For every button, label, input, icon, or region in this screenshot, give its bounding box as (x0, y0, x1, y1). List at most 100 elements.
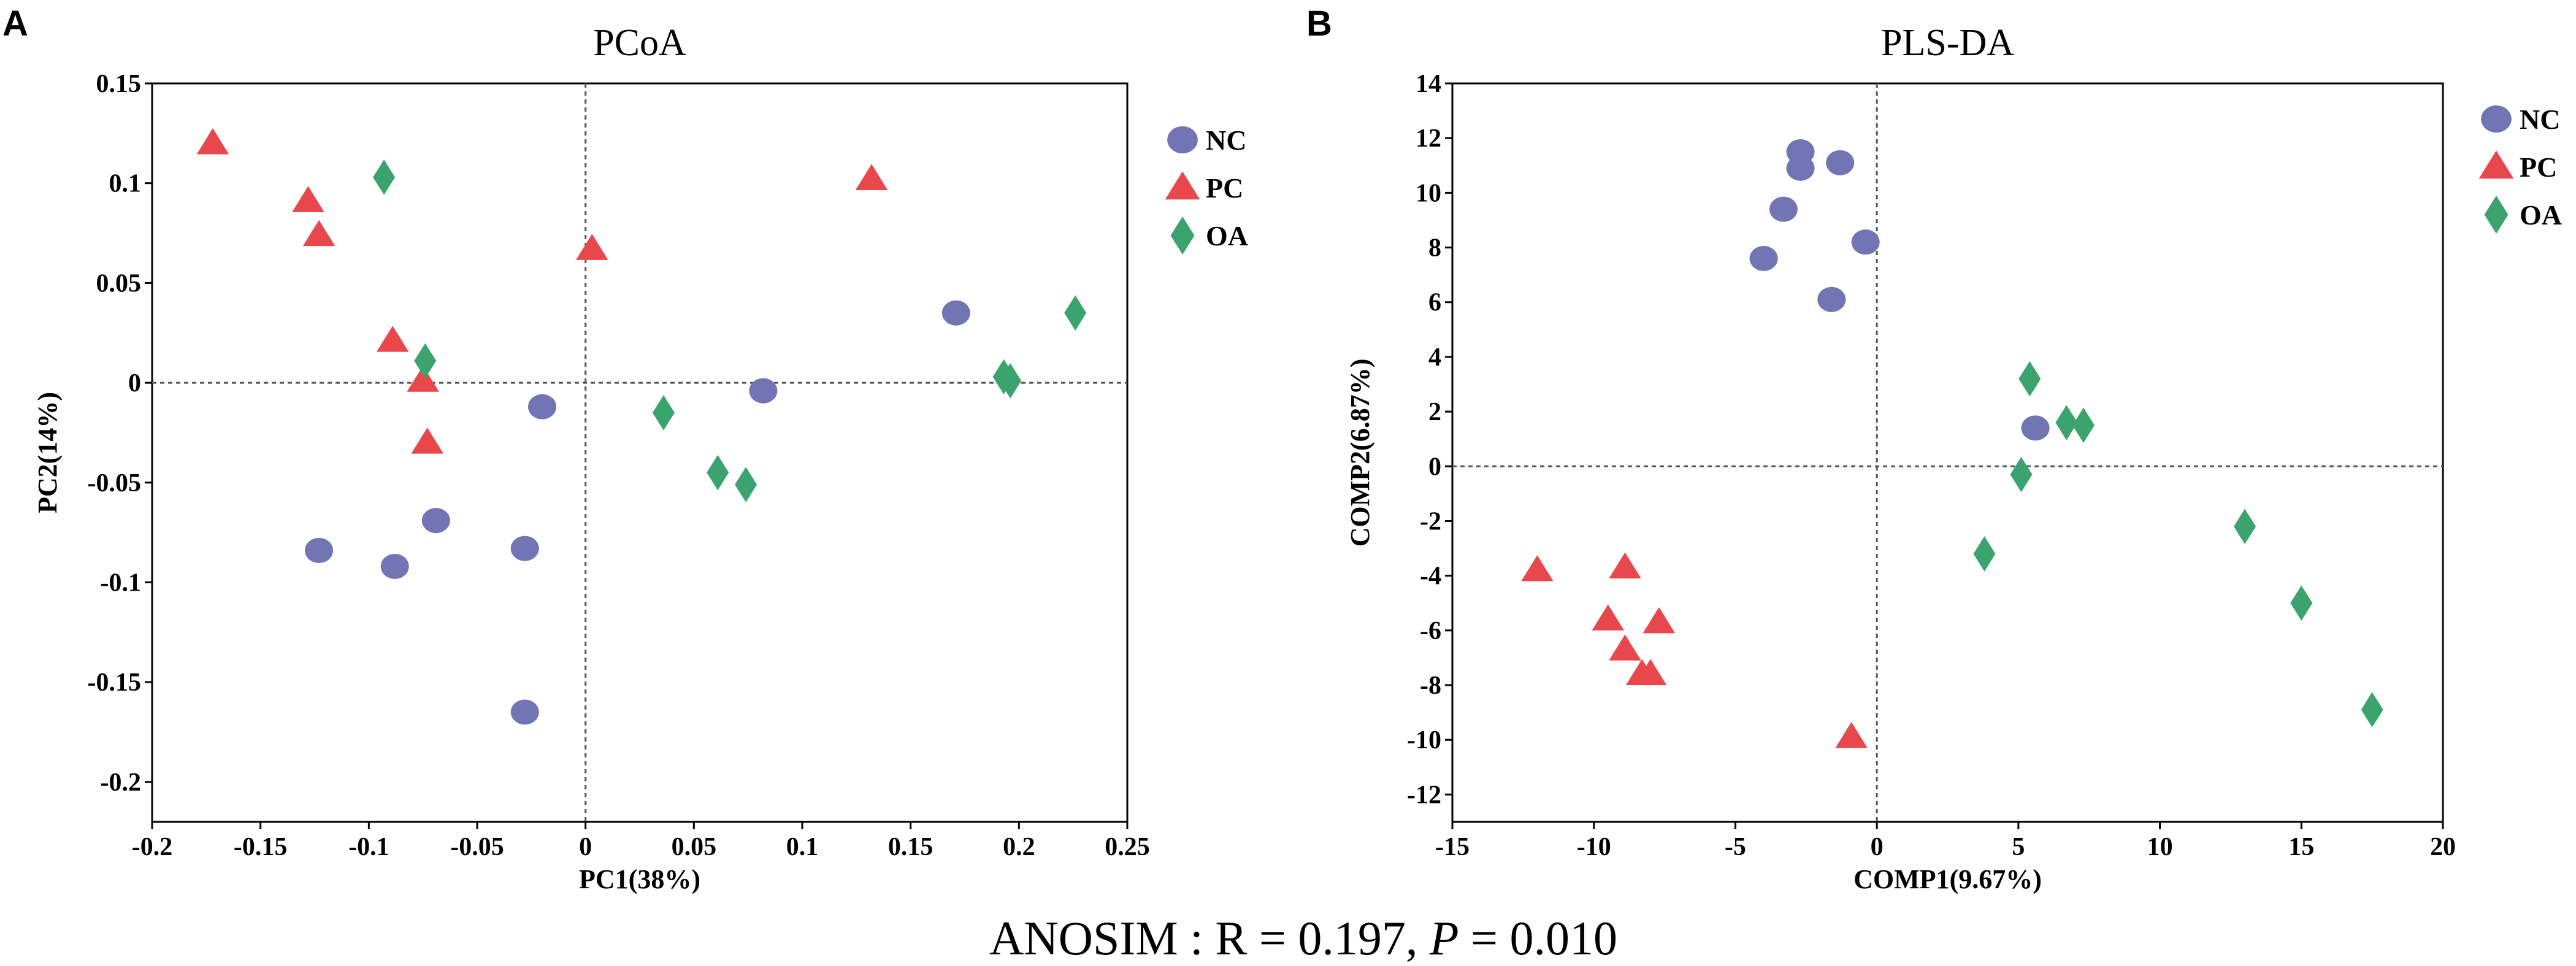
plsda-y-tick-label: -6 (1420, 617, 1441, 645)
plsda-y-tick-label: 6 (1428, 289, 1441, 317)
plsda-point-pc (1643, 607, 1676, 634)
plsda-y-tick-label: -8 (1420, 672, 1441, 700)
pcoa-y-tick-label: -0.15 (88, 669, 142, 697)
plsda-x-tick-label: 5 (2012, 833, 2025, 861)
pcoa-point-nc (421, 508, 450, 534)
pcoa-legend-label-pc: PC (1206, 172, 1243, 204)
panel-label-a: A (2, 4, 28, 44)
pcoa-x-axis-label: PC1(38%) (579, 864, 700, 894)
plsda-point-oa (2018, 361, 2041, 397)
pcoa-y-tick-label: -0.2 (101, 769, 142, 797)
pcoa-title: PCoA (593, 22, 686, 64)
anosim-prefix: ANOSIM : R = 0.197, (989, 911, 1430, 965)
pcoa-point-pc (576, 234, 608, 260)
pcoa-point-pc (376, 326, 409, 352)
plsda-point-pc (1835, 722, 1868, 748)
pcoa-y-tick-label: 0.15 (96, 70, 142, 98)
pcoa-x-tick-label: 0.25 (1105, 833, 1150, 861)
plsda-point-pc (1592, 604, 1625, 631)
pcoa-point-nc (305, 537, 334, 563)
plsda-y-tick-label: 14 (1416, 70, 1441, 98)
pcoa-x-tick-label: -0.15 (234, 833, 288, 861)
pcoa-y-tick-label: 0 (128, 369, 141, 397)
plsda-legend-marker-nc (2481, 105, 2512, 133)
plsda-y-tick-label: 8 (1428, 234, 1441, 263)
pcoa-legend-marker-nc (1167, 126, 1198, 154)
pcoa-plot-frame (151, 82, 1129, 823)
pcoa-point-pc (411, 427, 443, 454)
plsda-plot-frame (1451, 82, 2444, 823)
pcoa-y-tick-label: 0.05 (96, 269, 142, 297)
pcoa-point-nc (528, 394, 556, 420)
plsda-point-nc (1786, 155, 1815, 181)
anosim-statistic: ANOSIM : R = 0.197, P = 0.010 (989, 911, 1617, 965)
plsda-point-oa (2010, 456, 2033, 493)
plsda-x-tick-label: 20 (2430, 833, 2456, 861)
plsda-point-pc (1634, 659, 1667, 686)
pcoa-point-oa (735, 467, 757, 502)
pcoa-point-nc (380, 553, 409, 579)
pcoa-legend-marker-oa (1170, 216, 1195, 255)
pcoa-point-oa (414, 343, 437, 379)
plsda-x-axis-label: COMP1(9.67%) (1853, 864, 2042, 894)
plsda-point-oa (1973, 536, 1996, 572)
pcoa-x-tick-label: 0.05 (672, 833, 717, 861)
anosim-p-value: = 0.010 (1459, 911, 1618, 965)
plsda-point-nc (1826, 150, 1855, 175)
pcoa-point-oa (652, 395, 675, 431)
pcoa-x-tick-label: -0.1 (348, 833, 389, 861)
pcoa-y-tick-label: -0.1 (101, 569, 142, 597)
pcoa-point-nc (941, 300, 970, 326)
pcoa-point-nc (510, 535, 539, 561)
pcoa-point-oa (707, 454, 729, 491)
plsda-x-tick-label: 15 (2288, 833, 2314, 861)
pcoa-point-pc (302, 220, 335, 247)
plsda-x-tick-label: -15 (1435, 833, 1470, 861)
plsda-legend-marker-pc (2478, 150, 2514, 179)
plsda-y-tick-label: 12 (1416, 125, 1441, 153)
pcoa-point-pc (855, 164, 888, 191)
plsda-point-pc (1521, 555, 1554, 581)
plsda-legend-label-pc: PC (2520, 151, 2557, 183)
pcoa-legend-marker-pc (1165, 171, 1200, 200)
plsda-legend-marker-oa (2484, 195, 2509, 234)
pcoa-y-axis-label: PC2(14%) (33, 392, 63, 513)
plsda-legend-label-oa: OA (2520, 199, 2562, 231)
plsda-point-oa (2234, 508, 2256, 545)
pcoa-point-oa (373, 159, 396, 195)
pcoa-x-tick-label: 0 (579, 833, 592, 861)
pcoa-point-oa (999, 363, 1022, 399)
plsda-point-nc (2021, 415, 2050, 441)
plsda-x-tick-label: -10 (1577, 833, 1611, 861)
plsda-point-oa (2290, 585, 2313, 621)
plsda-chart: PLS-DA -15 -10 -5 0 5 10 15 20 -12 -10 -8 -6 -4 -2 0 2 4 6… (1345, 22, 2562, 894)
plsda-point-oa (2072, 407, 2095, 443)
pcoa-point-nc (749, 378, 778, 404)
pcoa-y-tick-label: -0.05 (88, 469, 142, 497)
plsda-legend-label-nc: NC (2520, 104, 2560, 135)
plsda-point-nc (1769, 196, 1798, 222)
plsda-x-tick-label: 10 (2147, 833, 2173, 861)
plsda-point-oa (2361, 692, 2383, 727)
pcoa-y-tick-label: 0.1 (109, 170, 142, 198)
pcoa-point-pc (407, 366, 439, 392)
plsda-y-axis-label: COMP2(6.87%) (1345, 359, 1375, 547)
plsda-point-nc (1817, 286, 1846, 312)
plsda-y-tick-label: -10 (1407, 726, 1441, 754)
pcoa-x-tick-label: 0.1 (786, 833, 819, 861)
pcoa-x-tick-label: 0.2 (1003, 833, 1035, 861)
anosim-p-symbol: P (1429, 911, 1459, 965)
plsda-x-tick-label: 0 (1871, 833, 1884, 861)
pcoa-legend-label-oa: OA (1206, 220, 1248, 251)
panel-label-b: B (1306, 4, 1332, 44)
plsda-x-tick-label: -5 (1725, 833, 1746, 861)
plsda-point-pc (1609, 552, 1641, 579)
plsda-y-tick-label: 10 (1416, 179, 1441, 207)
pcoa-x-tick-label: 0.15 (888, 833, 933, 861)
pcoa-point-nc (510, 699, 539, 725)
pcoa-x-tick-label: -0.05 (450, 833, 504, 861)
plsda-y-tick-label: -12 (1407, 781, 1441, 809)
pcoa-chart: PCoA -0.2 -0.15 -0.1 -0.05 0 0.05 0.1 0.15 0.2 0.2… (33, 22, 1248, 894)
plsda-y-tick-label: -2 (1420, 507, 1441, 535)
